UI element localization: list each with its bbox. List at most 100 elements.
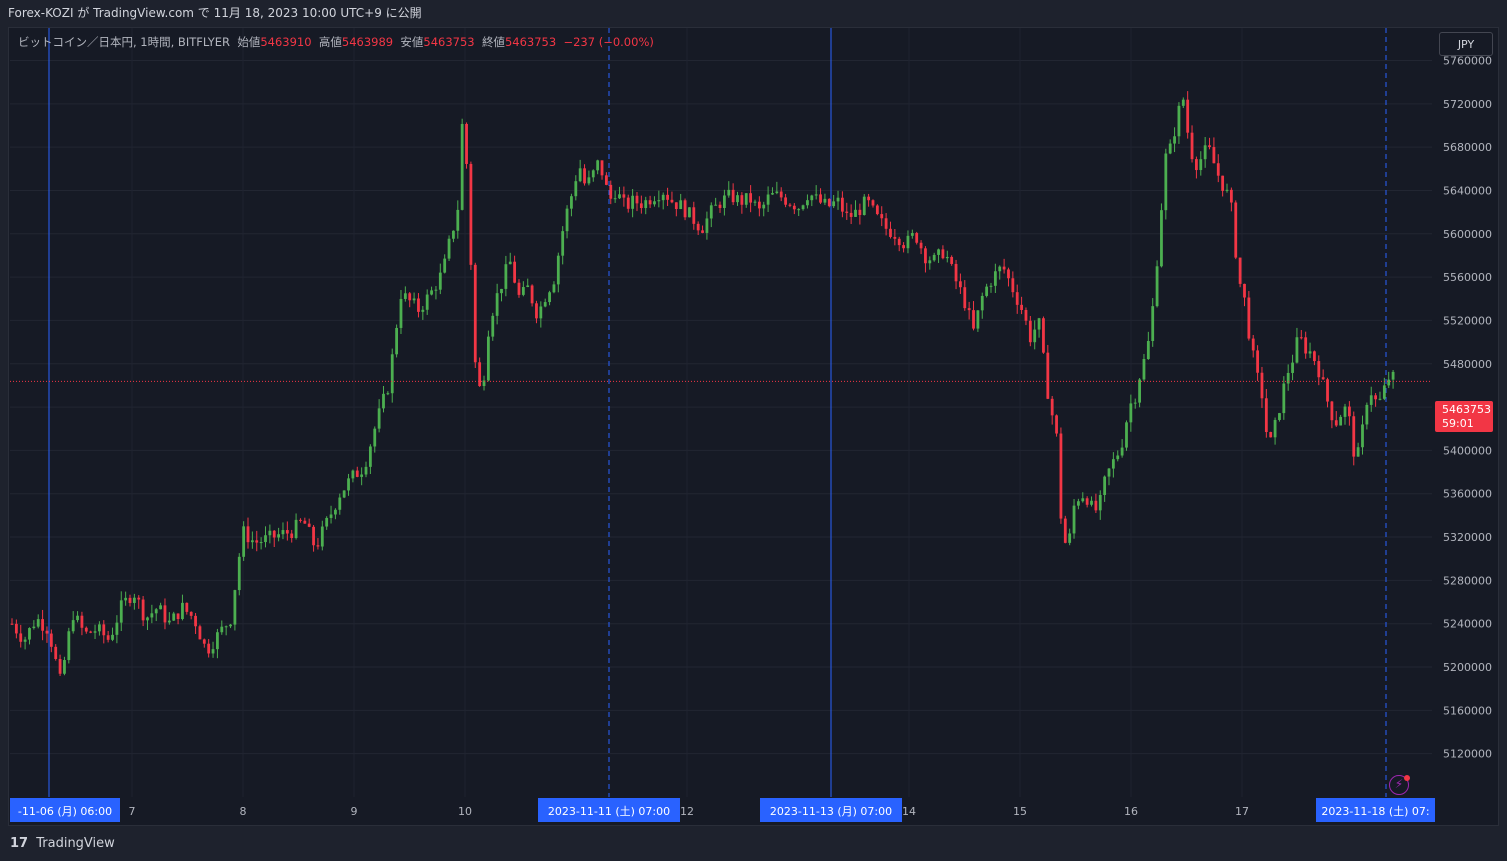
candle-body [1081, 498, 1085, 502]
candle-body [1304, 337, 1308, 354]
candle-body [801, 205, 805, 210]
candle-body [1173, 136, 1176, 144]
candle-body [1055, 415, 1058, 434]
price-axis[interactable]: 5120000 5160000 5200000 5240000 5280000 53200… [1443, 54, 1492, 760]
candle-body [845, 211, 849, 213]
candle-body [521, 287, 525, 295]
candle-body [561, 231, 565, 256]
candle-body [989, 285, 993, 287]
candle-body [976, 310, 980, 329]
candle-body [1387, 379, 1391, 386]
candle-body [80, 615, 84, 628]
candle-body [1221, 175, 1225, 191]
candle-body [1063, 518, 1067, 543]
candle-body [264, 535, 267, 543]
candle-body [1168, 143, 1172, 154]
candle-body [1339, 416, 1343, 426]
candle-body [1120, 447, 1124, 456]
candle-body [447, 238, 451, 259]
candle-body [1181, 99, 1185, 106]
candle-body [578, 168, 582, 182]
candle-body [1028, 320, 1032, 343]
candle-body [893, 236, 897, 239]
candlestick-chart[interactable]: 5120000 5160000 5200000 5240000 5280000 53200… [0, 0, 1507, 826]
y-tick-label: 5480000 [1443, 358, 1492, 371]
candle-body [185, 602, 189, 612]
candle-body [653, 201, 656, 205]
candle-body [779, 191, 783, 198]
x-tick-label: 10 [458, 805, 472, 818]
candle-body [792, 205, 796, 210]
candle-body [535, 303, 538, 319]
candle-body [268, 530, 272, 536]
candle-body [351, 470, 355, 479]
candle-body [307, 523, 311, 527]
candle-body [172, 613, 176, 621]
x-tick-label: 8 [240, 805, 247, 818]
brand-name[interactable]: TradingView [36, 836, 115, 851]
candle-body [1264, 398, 1268, 433]
candle-body [67, 631, 71, 661]
candle-body [570, 196, 573, 209]
candle-body [290, 533, 294, 539]
candle-body [154, 609, 158, 614]
candle-body [93, 631, 97, 633]
candle-body [784, 197, 787, 205]
candle-body [858, 209, 862, 216]
candle-body [736, 195, 739, 203]
candle-body [1356, 447, 1360, 457]
candle-body [565, 208, 569, 232]
candle-body [316, 545, 320, 547]
candle-body [76, 615, 79, 621]
candle-body [102, 624, 106, 636]
candle-body [1313, 351, 1316, 362]
tradingview-logo-icon[interactable]: 17 [10, 836, 29, 851]
candle-body [775, 191, 779, 194]
candle-body [146, 617, 149, 621]
session-label: 2023-11-18 (土) 07: [1321, 805, 1429, 818]
session-label-box [538, 798, 680, 822]
y-tick-label: 5240000 [1443, 618, 1492, 631]
time-axis[interactable]: 7 8 9 10 12 14 15 16 17 -11-06 (月) 06:00 2023-11-1… [10, 798, 1435, 824]
candle-body [504, 264, 508, 289]
x-tick-label: 14 [902, 805, 916, 818]
candle-body [1107, 468, 1111, 477]
candle-body [757, 201, 761, 209]
x-tick-label: 7 [129, 805, 136, 818]
candle-body [937, 249, 940, 255]
candle-body [648, 200, 652, 205]
candle-body [1077, 501, 1080, 506]
candle-body [1116, 455, 1120, 460]
candle-body [1330, 401, 1334, 421]
candle-body [1011, 278, 1015, 293]
candle-body [150, 613, 154, 618]
candle-body [202, 639, 206, 644]
candle-body [412, 298, 416, 301]
lightning-bolt-icon[interactable]: ⚡ [1389, 775, 1409, 795]
candle-body [897, 238, 901, 246]
candle-body [1321, 377, 1325, 380]
candle-body [364, 466, 368, 475]
candle-body [115, 622, 119, 635]
candle-body [910, 233, 914, 236]
footer: 17 TradingView [0, 826, 1507, 861]
candle-body [548, 292, 551, 303]
chart-pane[interactable] [8, 27, 1499, 826]
candle-body [1177, 105, 1181, 137]
candle-body [128, 597, 132, 603]
currency-button[interactable]: JPY [1439, 32, 1493, 56]
candle-body [207, 643, 211, 654]
candle-body [386, 393, 390, 395]
y-tick-label: 5360000 [1443, 488, 1492, 501]
candle-body [41, 619, 44, 631]
candle-body [430, 290, 433, 295]
grid [10, 28, 1432, 797]
candle-body [1361, 424, 1364, 448]
candle-body [1229, 189, 1233, 203]
candle-body [880, 214, 884, 219]
candle-body [722, 195, 726, 208]
candle-body [294, 519, 298, 539]
candle-body [382, 393, 385, 409]
candle-body [10, 623, 14, 625]
candle-body [841, 197, 844, 212]
